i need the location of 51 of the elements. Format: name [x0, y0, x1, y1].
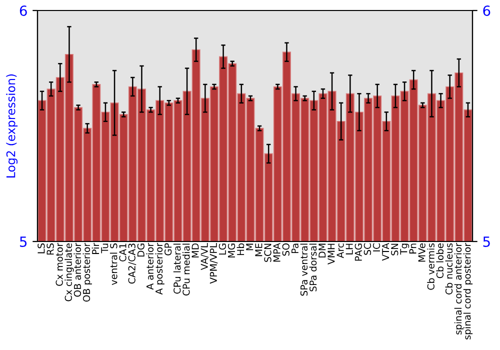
x-tick-label: spinal cord posterior — [463, 242, 473, 340]
x-tick-label: ME — [255, 243, 262, 256]
x-tick-label: RS — [46, 243, 54, 255]
x-tick-label: SO — [282, 243, 290, 256]
x-tick-label: Tu — [101, 244, 108, 254]
x-tick-label: Hb — [236, 243, 244, 256]
y-axis-title: Log2 (expression) — [6, 74, 18, 178]
x-tick-label: M — [246, 244, 254, 250]
x-tick-label: CA1 — [119, 244, 126, 262]
x-tick-label: SN — [391, 244, 398, 256]
x-tick-label: Cx cingulate — [64, 243, 74, 302]
x-tick-label: Cb nucleus — [445, 243, 453, 294]
x-tick-label: A anterior — [146, 242, 154, 290]
x-tick-label: DG — [137, 244, 144, 257]
x-tick-label: ventral S — [110, 243, 118, 285]
x-tick-label: IC — [372, 243, 380, 252]
x-tick-label: GP — [164, 243, 172, 256]
x-tick-label: OB anterior — [74, 242, 82, 297]
x-tick-label: Pir — [92, 242, 100, 254]
x-tick-label: CPu lateral — [173, 244, 181, 294]
y2-tick-label: 6 — [483, 5, 490, 16]
x-tick-label: SC — [364, 243, 372, 255]
x-tick-label: SPa dorsal — [309, 244, 317, 292]
x-tick-label: DM — [318, 244, 326, 258]
x-tick-label: Cb vermis — [427, 243, 434, 290]
x-tick-label: Arc — [336, 243, 344, 258]
x-tick-label: VPM/VPL — [210, 242, 218, 284]
x-tick-label: VA/VL — [200, 242, 209, 270]
x-tick-label: LS — [38, 243, 45, 254]
x-tick-label: Cb lobe — [436, 243, 444, 278]
x-tick-label: MPA — [273, 242, 280, 262]
x-tick-label: VTA — [382, 242, 390, 261]
x-tick-label: spinal cord anterior — [454, 242, 464, 334]
x-tick-label: MD — [192, 243, 199, 258]
x-tick-label: Pa — [292, 244, 299, 254]
x-tick-label: Tg — [400, 244, 410, 255]
x-tick-label: CPu medial — [182, 244, 190, 296]
x-tick-label: Pn — [409, 244, 416, 254]
x-tick-label: PAG — [354, 244, 362, 261]
x-tick-label: MG — [228, 244, 236, 258]
x-tick-label: LG — [218, 244, 226, 255]
x-tick-label: LH — [346, 244, 353, 254]
x-tick-label: OB posterior — [82, 242, 92, 302]
x-tick-label: VMH — [328, 244, 335, 265]
x-tick-label: SCN — [264, 244, 272, 262]
x-tick-label: CA2/CA3 — [128, 244, 136, 284]
x-tick-label: A posterior — [155, 242, 164, 295]
x-tick-label: Cx motor — [56, 242, 63, 286]
x-tick-label: MVe — [418, 243, 426, 262]
y2-tick-label: 5 — [483, 236, 490, 247]
x-tick-label: SPa ventral — [300, 244, 308, 296]
